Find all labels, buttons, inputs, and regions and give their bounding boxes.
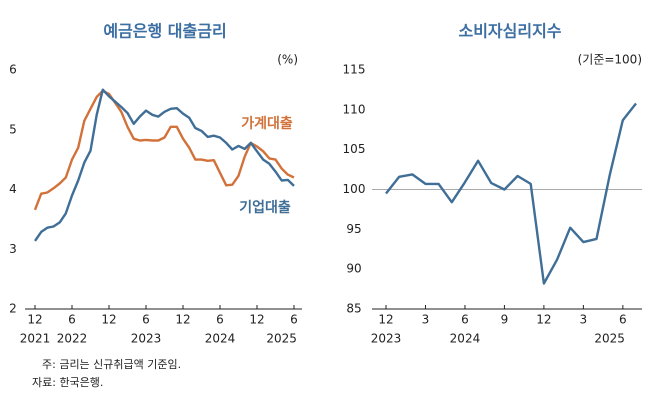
y-tick-label: 110 [343, 102, 366, 116]
year-label: 2024 [450, 332, 481, 346]
x-tick-label: 12 [175, 313, 190, 327]
chart-title: 소비자심리지수 [458, 22, 561, 41]
year-label: 2023 [371, 332, 402, 346]
series-line [34, 88, 295, 242]
x-tick-label: 6 [461, 313, 469, 327]
x-tick-label: 12 [378, 313, 393, 327]
x-tick-label: 3 [422, 313, 430, 327]
series-label: 가계대출 [241, 115, 293, 132]
x-tick-label: 6 [68, 313, 76, 327]
y-tick-label: 95 [346, 222, 361, 236]
y-tick-label: 6 [9, 63, 17, 77]
x-tick-label: 12 [101, 313, 116, 327]
x-tick-label: 6 [216, 313, 224, 327]
x-tick-label: 6 [619, 313, 627, 327]
y-tick-label: 105 [343, 142, 366, 156]
y-tick-label: 2 [9, 302, 17, 316]
y-tick-label: 4 [9, 182, 17, 196]
x-tick-label: 12 [249, 313, 264, 327]
chart-title: 예금은행 대출금리 [103, 22, 226, 41]
y-tick-label: 90 [346, 262, 361, 276]
year-label: 2025 [594, 332, 625, 346]
note: 주: 금리는 신규취급액 기준임. [42, 358, 181, 371]
y-tick-label: 100 [343, 182, 366, 196]
year-label: 2024 [205, 332, 236, 346]
x-tick-label: 12 [27, 313, 42, 327]
y-tick-label: 5 [9, 122, 17, 136]
series-label: 기업대출 [239, 199, 291, 216]
y-tick-label: 3 [9, 242, 17, 256]
y-tick-label: 115 [343, 63, 366, 77]
x-tick-label: 6 [142, 313, 150, 327]
series-line [385, 102, 637, 285]
x-tick-label: 12 [536, 313, 551, 327]
year-label: 2025 [266, 332, 297, 346]
x-tick-label: 3 [580, 313, 588, 327]
year-label: 2023 [131, 332, 162, 346]
x-tick-label: 9 [501, 313, 509, 327]
unit-label: (%) [277, 53, 298, 67]
note: 자료: 한국은행. [32, 376, 103, 389]
year-label: 2022 [57, 332, 88, 346]
unit-label: (기준=100) [578, 53, 642, 67]
year-label: 2021 [20, 332, 51, 346]
x-tick-label: 6 [290, 313, 298, 327]
y-tick-label: 85 [346, 302, 361, 316]
